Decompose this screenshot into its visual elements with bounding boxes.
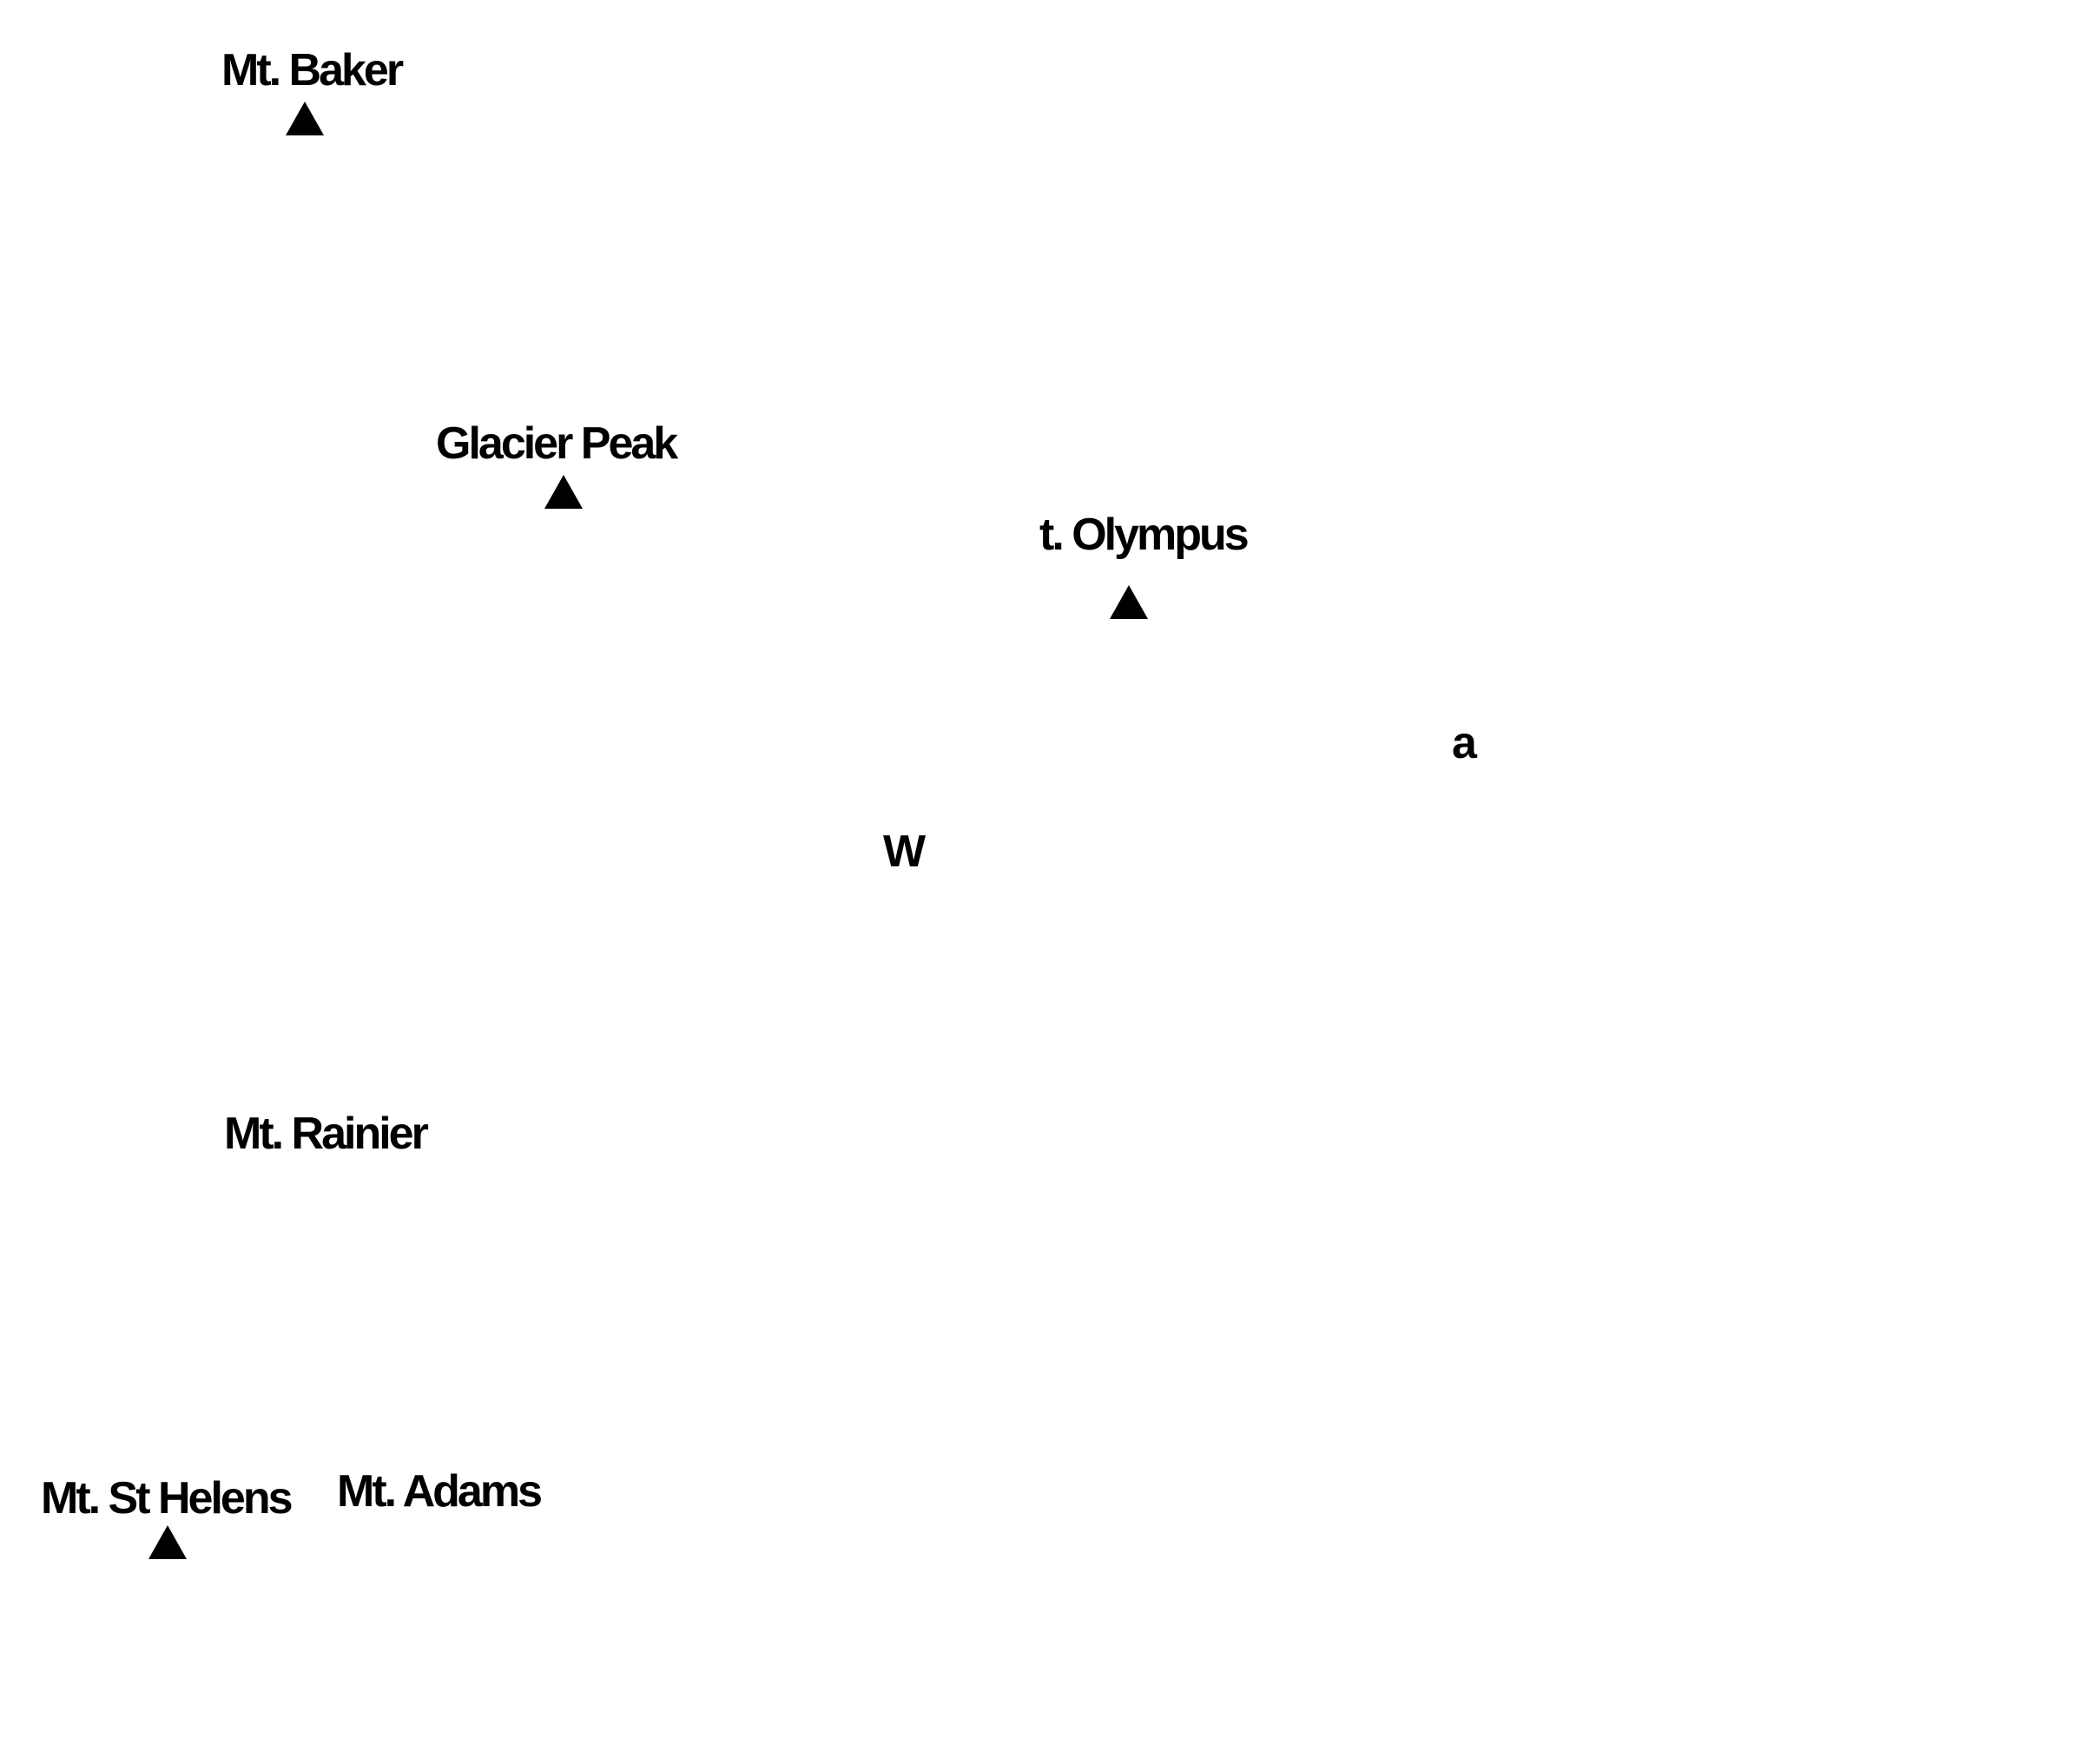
mt-olympus-triangle-icon [1110, 585, 1148, 619]
volcano-label-mt-olympus[interactable]: t. Olympus [1039, 510, 1250, 560]
glacier-peak-triangle-icon [544, 475, 583, 509]
stray-letter-a: a [1452, 718, 1477, 768]
volcano-label-glacier-peak[interactable]: Glacier Peak [436, 418, 678, 469]
mt-st-helens-triangle-icon [148, 1525, 187, 1559]
volcano-label-mt-adams[interactable]: Mt. Adams [337, 1466, 543, 1517]
volcano-label-mt-baker[interactable]: Mt. Baker [221, 45, 404, 95]
volcano-label-mt-rainier[interactable]: Mt. Rainier [224, 1109, 429, 1159]
stray-letter-w: W [883, 826, 926, 877]
mt-baker-triangle-icon [286, 102, 324, 135]
volcano-label-mt-st-helens[interactable]: Mt. St Helens [41, 1473, 293, 1524]
